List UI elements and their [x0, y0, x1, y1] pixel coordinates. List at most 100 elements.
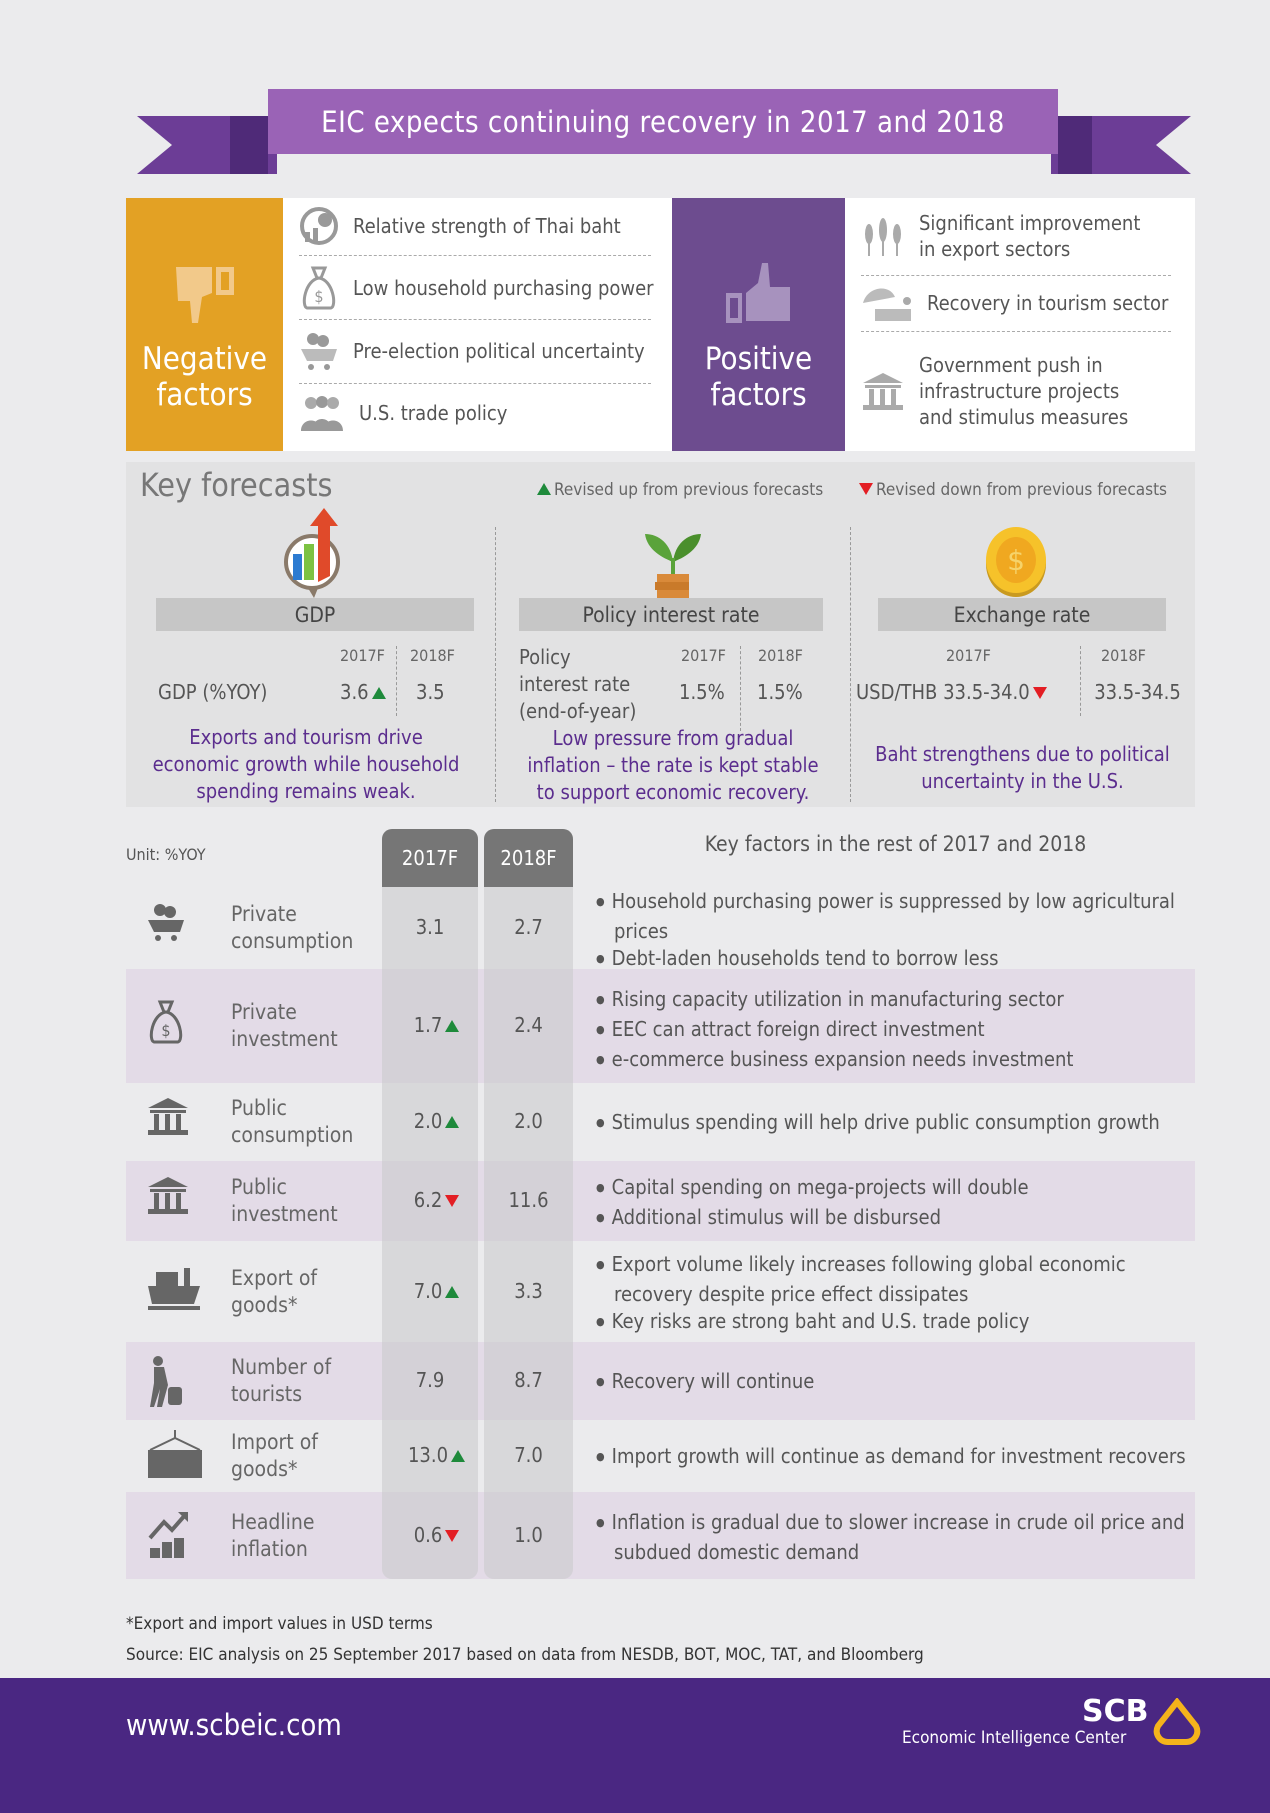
key-forecasts-panel: Key forecasts Revised up from previous f…	[126, 462, 1195, 807]
thumbs-down-icon	[175, 267, 234, 323]
divider	[861, 331, 1171, 332]
value-text: 13.0	[407, 1443, 449, 1467]
label-line: tourists	[231, 1382, 303, 1406]
divider	[299, 319, 651, 320]
value-text: 3.1	[415, 915, 445, 939]
value-text: 7.9	[415, 1368, 445, 1392]
row-icon	[146, 902, 186, 946]
factor-bullet: Recovery will continue	[596, 1368, 1196, 1398]
plant-coins-icon	[645, 534, 701, 598]
value-2018: 11.6	[508, 1188, 549, 1212]
label-line: interest rate	[519, 672, 631, 696]
gdp-header: GDP	[156, 598, 474, 631]
negative-factors-block: Negative factors	[126, 198, 283, 451]
policy-label: Policy interest rate (end-of-year)	[519, 644, 636, 725]
label-line: Private	[231, 902, 297, 926]
label-line: inflation	[231, 1536, 308, 1561]
gdp-2017-value: 3.6	[340, 680, 369, 704]
table-row: Public consumption 2.0 2.0 Stimulus spend…	[126, 1083, 1195, 1161]
value-text: 2.0	[413, 1109, 443, 1133]
row-icon	[146, 1266, 202, 1316]
value-text: 0.6	[413, 1522, 443, 1547]
label-line: goods*	[231, 1457, 298, 1481]
value-2017: 2.0	[390, 1109, 486, 1133]
label-line: Number of	[231, 1355, 332, 1379]
traveler-icon	[150, 1356, 182, 1407]
gdp-label: GDP (%YOY)	[158, 680, 268, 704]
note-line: spending remains weak.	[196, 779, 416, 803]
factor-bullets: Recovery will continue	[596, 1368, 1196, 1398]
factor-bullets: Rising capacity utilization in manufactu…	[596, 986, 1196, 1076]
fx-header: Exchange rate	[878, 598, 1166, 631]
row-icon	[146, 1510, 192, 1564]
divider	[495, 527, 496, 802]
table-row: Import of goods* 13.0 7.0 Import growth w…	[126, 1420, 1195, 1492]
positive-factor-item: Government push in infrastructure project…	[861, 334, 1128, 448]
value-2017: 6.2	[390, 1188, 486, 1212]
triangle-up-icon	[445, 1116, 460, 1128]
label-line: investment	[231, 1202, 338, 1226]
row-icon	[146, 1355, 186, 1413]
value-2017: 13.0	[390, 1443, 486, 1467]
factor-text: Relative strength of Thai baht	[353, 214, 621, 238]
label-line: (end-of-year)	[519, 699, 637, 723]
government-building-icon	[863, 373, 903, 410]
value-2017: 1.7	[390, 1013, 486, 1037]
policy-year-2017: 2017F	[681, 646, 726, 665]
factor-bullet: e-commerce business expansion needs inve…	[596, 1046, 1196, 1076]
ribbon-fold	[230, 116, 268, 174]
factor-bullet: Key risks are strong baht and U.S. trade…	[596, 1308, 1196, 1338]
fx-2017-value: 33.5-34.0	[943, 680, 1030, 704]
factor-bullet: Capital spending on mega-projects will d…	[596, 1174, 1196, 1204]
factor-text: in export sectors	[919, 237, 1071, 261]
svg-text:$: $	[161, 1021, 170, 1040]
col-2018-band	[484, 829, 573, 1579]
triangle-down-icon	[445, 1529, 460, 1542]
building-coins-icon	[148, 1177, 188, 1214]
government-building-icon	[148, 1098, 188, 1135]
label-line: Policy	[519, 645, 571, 669]
beach-umbrella-icon	[863, 288, 911, 321]
legend-down-text: Revised down from previous forecasts	[876, 480, 1168, 500]
policy-2017: 1.5%	[679, 680, 725, 704]
factor-bullets: Capital spending on mega-projects will d…	[596, 1174, 1196, 1234]
note-line: Baht strengthens due to political	[875, 742, 1170, 766]
row-label: Import of goods*	[231, 1429, 318, 1483]
note-line: Exports and tourism drive	[189, 725, 423, 749]
row-label: Headline inflation	[231, 1509, 315, 1563]
note-line: Low pressure from gradual	[552, 726, 794, 750]
row-icon	[146, 1175, 190, 1219]
factor-text: Government push in	[919, 353, 1103, 377]
brand-logo-text: SCB	[1082, 1694, 1149, 1729]
table-row: $ Private investment 1.7 2.4 Rising capac…	[126, 969, 1195, 1083]
divider	[850, 527, 851, 802]
label-line: consumption	[231, 1123, 354, 1147]
value-2018: 7.0	[514, 1443, 543, 1467]
key-factors-title: Key factors in the rest of 2017 and 2018	[704, 832, 1087, 856]
positive-title: Positive	[704, 341, 813, 377]
row-icon	[146, 1096, 190, 1140]
factor-bullets: Household purchasing power is suppressed…	[596, 888, 1196, 975]
label-line: Import of	[231, 1430, 318, 1454]
value-2018: 2.4	[514, 1013, 543, 1037]
factor-bullet: Import growth will continue as demand fo…	[596, 1443, 1196, 1473]
fx-note: Baht strengthens due to political uncerta…	[850, 741, 1195, 795]
website-link[interactable]: www.scbeic.com	[126, 1708, 342, 1742]
gdp-2018: 3.5	[416, 680, 445, 704]
gdp-note: Exports and tourism drive economic growth…	[126, 724, 486, 805]
policy-note: Low pressure from gradual inflation – the…	[496, 725, 850, 806]
note-line: uncertainty in the U.S.	[921, 769, 1124, 793]
triangle-down-icon	[859, 483, 873, 495]
fx-2017: USD/THB 33.5-34.0	[856, 680, 1050, 704]
factor-bullet: EEC can attract foreign direct investmen…	[596, 1016, 1196, 1046]
fx-year-2018: 2018F	[1101, 646, 1146, 665]
gdp-2017: 3.6	[340, 680, 389, 704]
brand-subtitle: Economic Intelligence Center	[902, 1728, 1127, 1748]
positive-factors-block: Positive factors	[672, 198, 845, 451]
note-line: economic growth while household	[152, 752, 460, 776]
fx-year-2017: 2017F	[946, 646, 991, 665]
factor-text: Low household purchasing power	[353, 276, 654, 300]
divider	[861, 275, 1171, 276]
footer: www.scbeic.com SCB Economic Intelligence…	[0, 1678, 1270, 1813]
